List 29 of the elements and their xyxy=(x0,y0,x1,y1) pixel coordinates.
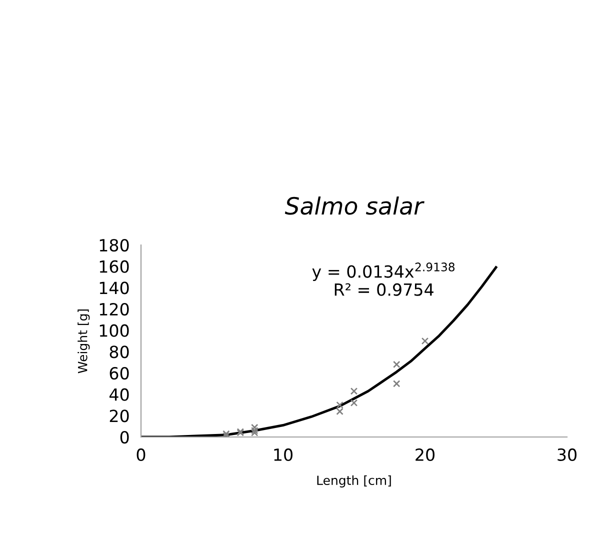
x-tick-label: 10 xyxy=(274,448,292,462)
y-tick-label: 180 xyxy=(100,238,129,252)
y-tick-label: 160 xyxy=(100,260,129,273)
y-tick-label: 80 xyxy=(110,346,129,358)
y-tick-label: 0 xyxy=(120,430,129,444)
y-tick-label: 60 xyxy=(110,366,129,380)
x-axis-title: Length [cm] xyxy=(317,475,391,488)
point xyxy=(421,337,429,345)
y-tick-label: 40 xyxy=(109,388,129,401)
point xyxy=(250,429,258,436)
point xyxy=(392,380,400,388)
y-tick-label: 140 xyxy=(100,282,129,294)
x-tick-label: 0 xyxy=(136,448,146,462)
x-tick-label: 20 xyxy=(416,448,434,462)
point xyxy=(392,360,400,368)
y-tick-label: 100 xyxy=(100,324,129,337)
chart-title: Salmo salar xyxy=(284,196,424,215)
y-tick-label: 20 xyxy=(110,410,129,422)
point xyxy=(336,401,344,409)
annotation: y = 0.0134x$^{2.9138}$ xyxy=(312,262,455,282)
point xyxy=(250,426,258,434)
y-tick-label: 120 xyxy=(100,302,129,316)
point xyxy=(350,399,358,407)
x-tick-label: 30 xyxy=(558,448,576,462)
point xyxy=(336,408,344,416)
annotation: R² = 0.9754 xyxy=(334,283,434,296)
point xyxy=(250,424,258,432)
y-axis-title: Weight [g] xyxy=(78,309,90,374)
point xyxy=(350,387,358,395)
